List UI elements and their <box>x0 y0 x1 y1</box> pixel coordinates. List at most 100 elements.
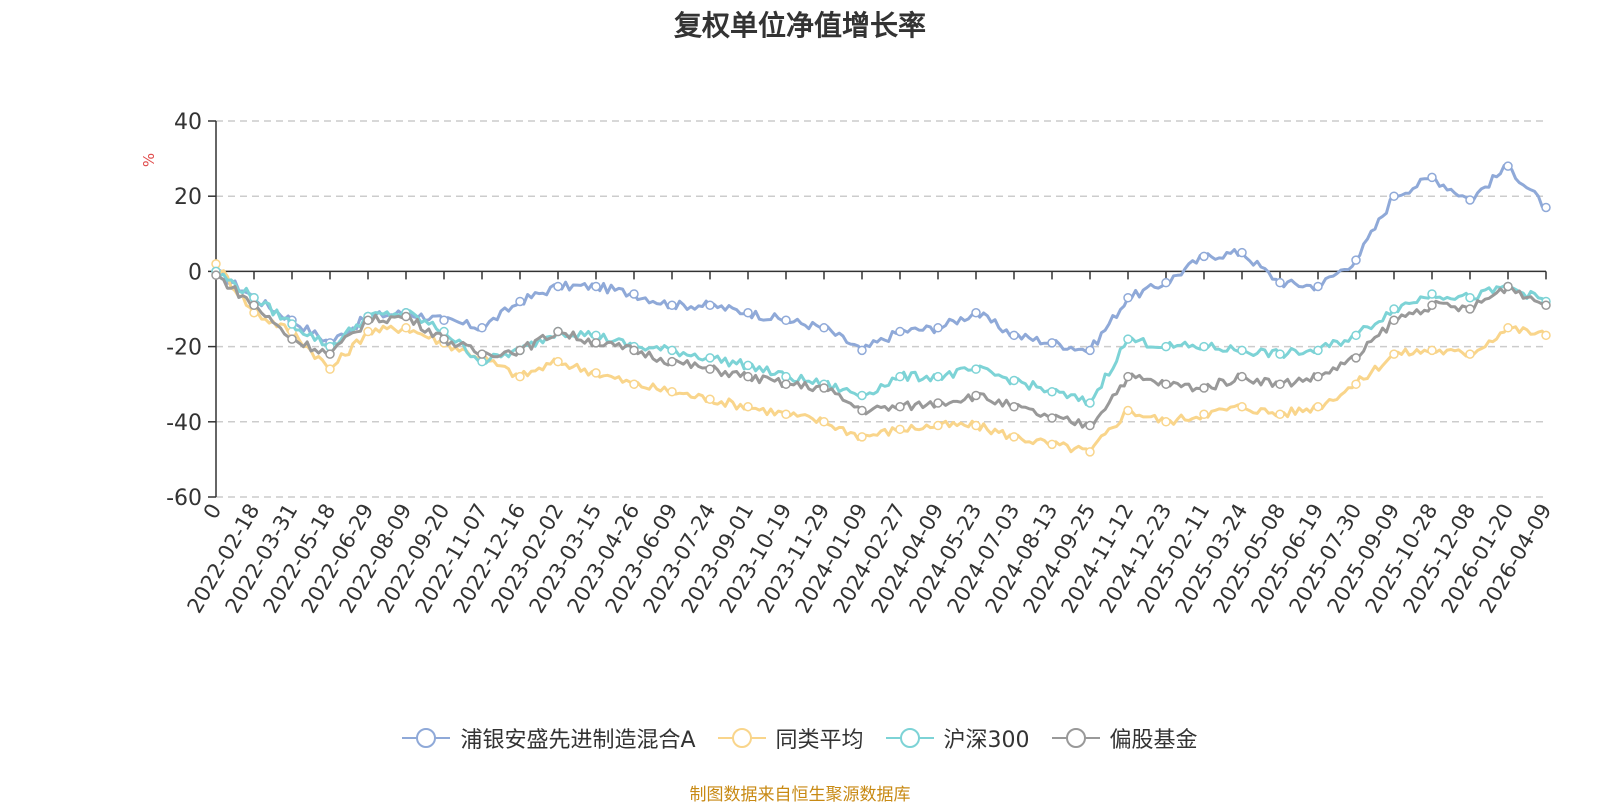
data-point <box>857 432 867 442</box>
data-point <box>1009 375 1019 386</box>
data-point <box>1123 292 1133 303</box>
data-point <box>1199 383 1209 393</box>
data-point <box>819 417 829 427</box>
data-point <box>553 326 563 337</box>
data-point <box>1541 300 1551 310</box>
data-point <box>1275 409 1285 420</box>
chart-title: 复权单位净值增长率 <box>673 9 926 42</box>
data-point <box>1275 277 1285 288</box>
data-point <box>1085 345 1095 356</box>
chart-legend: 浦银安盛先进制造混合A 同类平均 沪深300 偏股基金 <box>0 722 1600 754</box>
data-point <box>819 383 829 393</box>
data-point <box>1313 345 1323 356</box>
data-point <box>667 300 677 310</box>
data-point <box>1541 202 1551 213</box>
data-point <box>477 349 487 359</box>
data-point <box>401 311 411 322</box>
data-point <box>1427 300 1437 310</box>
data-point <box>1237 345 1247 356</box>
legend-label: 浦银安盛先进制造混合A <box>460 728 696 753</box>
data-point <box>1503 323 1513 333</box>
data-point <box>1199 341 1209 352</box>
data-point <box>1465 349 1475 359</box>
data-point <box>667 356 677 367</box>
data-point <box>629 379 639 389</box>
data-point <box>1465 292 1475 303</box>
data-point <box>1503 161 1513 171</box>
data-point <box>1047 439 1057 450</box>
data-point <box>743 360 753 371</box>
legend-line-marker-icon <box>885 728 934 748</box>
data-point <box>363 315 373 326</box>
legend-label: 沪深300 <box>943 728 1030 753</box>
data-point <box>705 353 715 363</box>
data-point <box>933 371 943 382</box>
data-point <box>1427 172 1437 183</box>
data-point <box>515 296 525 307</box>
grid-lines <box>216 120 1546 498</box>
data-point <box>1123 405 1133 416</box>
data-point <box>1389 315 1399 326</box>
data-point <box>629 345 639 356</box>
data-point <box>971 390 981 401</box>
legend-line-marker-icon <box>402 728 451 748</box>
data-point <box>667 345 677 356</box>
data-point <box>1351 330 1361 341</box>
data-point <box>325 349 335 359</box>
series-line-0 <box>215 163 1547 354</box>
data-point <box>1351 353 1361 363</box>
data-point <box>1313 402 1323 412</box>
data-point <box>591 281 601 292</box>
legend-item-category-avg[interactable]: 同类平均 <box>717 722 864 754</box>
data-point <box>591 368 601 378</box>
data-point <box>819 323 829 333</box>
y-tick-label: -40 <box>166 411 202 436</box>
data-point <box>1465 195 1475 205</box>
data-point <box>439 334 449 344</box>
data-point <box>1009 330 1019 341</box>
data-point <box>895 402 905 412</box>
data-point <box>1161 341 1171 352</box>
y-tick-label: 40 <box>174 110 202 135</box>
data-point <box>971 364 981 374</box>
data-point <box>895 371 905 382</box>
data-point <box>933 398 943 408</box>
data-point <box>1085 447 1095 457</box>
data-point <box>515 371 525 382</box>
data-point <box>287 319 297 329</box>
source-note: 制图数据来自恒生聚源数据库 <box>689 785 911 805</box>
legend-item-csi300[interactable]: 沪深300 <box>885 722 1030 754</box>
data-point <box>1199 409 1209 420</box>
y-tick-label: -20 <box>166 336 202 361</box>
data-point <box>591 338 601 348</box>
data-point <box>1389 191 1399 201</box>
data-point <box>1123 334 1133 344</box>
data-point <box>933 420 943 431</box>
data-point <box>477 323 487 333</box>
data-point <box>325 364 335 374</box>
legend-item-fund[interactable]: 浦银安盛先进制造混合A <box>402 722 696 754</box>
data-point <box>1199 251 1209 262</box>
data-point <box>363 326 373 337</box>
data-point <box>743 308 753 318</box>
data-point <box>211 270 221 280</box>
data-point <box>553 281 563 292</box>
data-point <box>743 371 753 382</box>
data-point <box>553 356 563 367</box>
data-point <box>781 379 791 389</box>
data-point <box>705 364 715 374</box>
data-point <box>1047 338 1057 348</box>
data-point <box>1237 371 1247 382</box>
data-point <box>1237 247 1247 258</box>
data-point <box>781 315 791 326</box>
data-point <box>1161 417 1171 427</box>
data-point <box>1275 349 1285 359</box>
legend-item-equity-funds[interactable]: 偏股基金 <box>1051 722 1198 754</box>
data-point <box>1503 281 1513 292</box>
data-point <box>1085 420 1095 431</box>
data-point <box>1237 402 1247 412</box>
series-line-1 <box>214 263 1548 454</box>
data-point <box>971 420 981 431</box>
data-point <box>895 424 905 435</box>
data-point <box>1465 304 1475 314</box>
